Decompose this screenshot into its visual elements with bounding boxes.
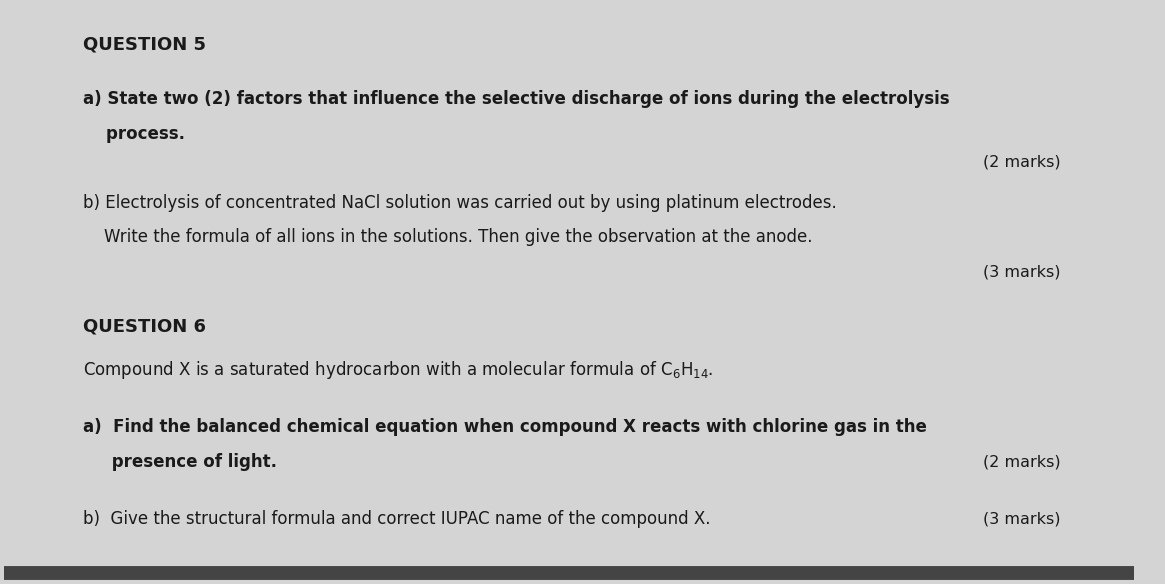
Text: a) State two (2) factors that influence the selective discharge of ions during t: a) State two (2) factors that influence …	[83, 90, 949, 108]
Text: (2 marks): (2 marks)	[983, 155, 1060, 170]
Text: a)  Find the balanced chemical equation when compound X reacts with chlorine gas: a) Find the balanced chemical equation w…	[83, 418, 927, 436]
Text: process.: process.	[83, 125, 185, 142]
Text: presence of light.: presence of light.	[83, 453, 277, 471]
Text: (3 marks): (3 marks)	[983, 512, 1060, 527]
Text: Write the formula of all ions in the solutions. Then give the observation at the: Write the formula of all ions in the sol…	[83, 228, 813, 246]
Text: (3 marks): (3 marks)	[983, 265, 1060, 279]
Text: Compound X is a saturated hydrocarbon with a molecular formula of $\mathregular{: Compound X is a saturated hydrocarbon wi…	[83, 359, 714, 381]
Text: b) Electrolysis of concentrated NaCl solution was carried out by using platinum : b) Electrolysis of concentrated NaCl sol…	[83, 194, 836, 212]
Text: QUESTION 5: QUESTION 5	[83, 36, 206, 54]
Text: b)  Give the structural formula and correct IUPAC name of the compound X.: b) Give the structural formula and corre…	[83, 510, 711, 529]
Text: (2 marks): (2 marks)	[983, 454, 1060, 470]
Text: QUESTION 6: QUESTION 6	[83, 318, 206, 336]
